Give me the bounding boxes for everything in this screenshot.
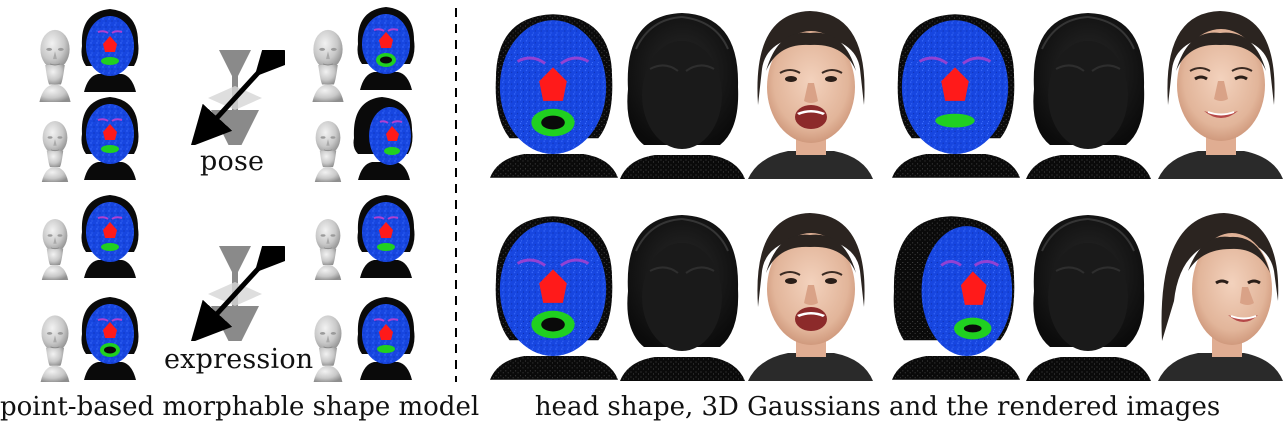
right-caption: head shape, 3D Gaussians and the rendere… [534, 392, 1221, 422]
mesh-head [35, 310, 75, 382]
point-head [78, 192, 142, 278]
point-head [354, 294, 418, 380]
pose-label: pose [200, 146, 265, 177]
expression-arrows-icon [190, 246, 285, 341]
mesh-head [308, 214, 348, 280]
gaussian-render [1026, 208, 1151, 384]
gaussian-render [620, 6, 745, 182]
gaussian-render [620, 208, 745, 384]
mesh-head [308, 310, 348, 382]
gaussian-render [1026, 6, 1151, 182]
point-head [354, 192, 418, 278]
mesh-head [35, 24, 75, 102]
rendered-image [1158, 208, 1283, 384]
dashed-divider [455, 8, 457, 382]
left-caption: point-based morphable shape model [0, 392, 480, 422]
point-head [78, 6, 142, 92]
head-shape-points [490, 208, 618, 384]
rendered-image [748, 208, 873, 384]
point-head [78, 94, 142, 180]
head-shape-points [892, 208, 1020, 384]
point-head [78, 294, 142, 380]
mesh-head [35, 214, 75, 280]
head-shape-points [892, 6, 1020, 182]
point-head [354, 4, 418, 90]
rendered-image [1158, 6, 1283, 182]
pose-arrows-icon [190, 50, 285, 145]
mesh-head [35, 116, 75, 182]
head-shape-points [490, 6, 618, 182]
mesh-head [308, 116, 348, 182]
point-head [352, 94, 416, 180]
rendered-image [748, 6, 873, 182]
mesh-head [308, 24, 348, 102]
expression-label: expression [164, 344, 314, 375]
